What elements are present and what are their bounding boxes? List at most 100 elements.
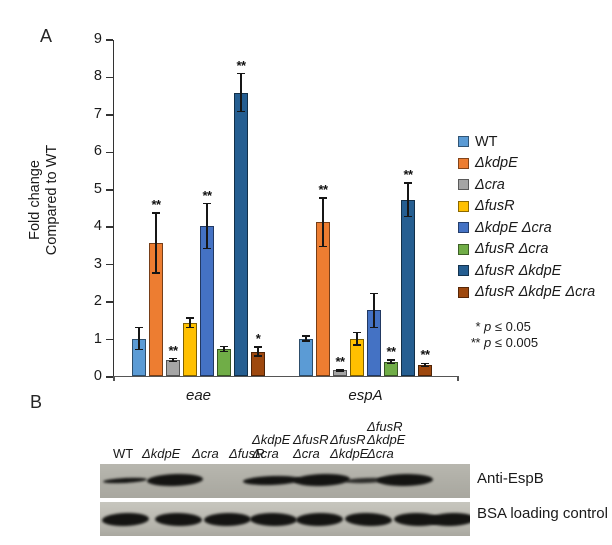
bar-slot: [183, 40, 197, 376]
legend-swatch: [458, 222, 469, 234]
error-bar: [407, 183, 409, 217]
legend-swatch: [458, 136, 469, 148]
legend-item: ΔfusR ΔkdpE: [458, 260, 595, 282]
x-axis-tick: [457, 376, 459, 381]
legend-item: ΔfusR ΔkdpE Δcra: [458, 282, 595, 304]
lane-label-line: ΔfusR: [293, 432, 329, 447]
legend-label: ΔfusR ΔkdpE Δcra: [475, 284, 596, 301]
footnote-text: p ≤ 0.005: [484, 334, 539, 350]
bar-slot: **: [384, 40, 398, 376]
error-bar-cap: [237, 73, 245, 75]
category-label: espA: [348, 387, 383, 404]
error-bar-cap: [302, 335, 310, 337]
lane-label: ΔfusR Δcra: [293, 433, 328, 460]
blot-band: [293, 473, 351, 487]
error-bar: [390, 359, 392, 364]
y-axis-tick-label: 0: [93, 368, 102, 384]
error-bar-cap: [152, 272, 160, 274]
significance-label: **: [335, 353, 345, 369]
legend-label: ΔfusR: [475, 198, 515, 215]
error-bar-cap: [203, 248, 211, 250]
error-bar-cap: [370, 292, 378, 295]
y-axis-tick-label: 2: [93, 293, 102, 310]
significance-label: *: [255, 331, 261, 347]
bar-slot: **: [234, 40, 248, 376]
lane-label: ΔfusR: [229, 445, 265, 461]
bar-slot: **: [149, 40, 163, 376]
error-bar-cap: [319, 197, 327, 199]
error-bar-cap: [220, 350, 228, 352]
lane-label-line: Δcra: [252, 445, 279, 461]
bsa-loading-control-label: BSA loading control: [477, 505, 608, 522]
bar-slot: **: [200, 40, 214, 376]
lane-label-line: ΔkdpE: [142, 445, 181, 461]
legend-label: ΔkdpE Δcra: [475, 219, 552, 236]
error-bar-cap: [203, 203, 211, 205]
lane-label-line: Δcra: [192, 445, 219, 461]
blot-band: [154, 512, 202, 526]
y-axis-tick-label: 8: [93, 68, 102, 85]
error-bar-cap: [319, 246, 327, 248]
error-bar-cap: [387, 362, 395, 365]
bar: [217, 349, 231, 376]
lane-label-line: ΔfusR: [229, 445, 265, 461]
significance-label: **: [151, 197, 161, 213]
significance-label: **: [168, 342, 178, 358]
bar-slot: [132, 40, 146, 376]
y-axis-tick-label: 1: [93, 330, 102, 347]
blot-band: [102, 476, 148, 484]
y-axis-label-line2: Compared to WT: [44, 144, 60, 256]
blot-band: [295, 512, 343, 526]
blot-band: [428, 511, 470, 527]
significance-label: **: [386, 343, 396, 359]
error-bar-cap: [135, 326, 143, 328]
blot-band: [147, 473, 204, 487]
bar-group: ** ** ** ** *: [132, 40, 265, 376]
error-bar-cap: [404, 216, 412, 218]
error-bar: [172, 358, 174, 362]
footnote: * p ≤ 0.05: [458, 319, 538, 335]
y-axis-tick-label: 4: [93, 218, 102, 235]
error-bar-cap: [186, 317, 194, 319]
error-bar: [373, 293, 375, 328]
bar-slot: **: [333, 40, 347, 376]
lane-label: WT: [113, 446, 133, 461]
blot-band: [344, 511, 393, 527]
bar-slot: **: [418, 40, 432, 376]
lane-label-line: ΔkdpE: [330, 445, 369, 461]
legend-item: ΔkdpE Δcra: [458, 217, 595, 239]
error-bar: [223, 346, 225, 352]
bar: [299, 338, 313, 376]
y-axis-tick: [106, 188, 113, 191]
y-axis-tick: [106, 226, 113, 229]
legend-swatch: [458, 179, 469, 191]
lane-label: ΔkdpE Δcra: [252, 433, 290, 460]
error-bar: [206, 203, 208, 249]
error-bar-cap: [169, 358, 177, 360]
y-axis-tick-label: 3: [93, 255, 102, 272]
bar-group: ** ** ** ** **: [299, 40, 432, 376]
error-bar-cap: [353, 331, 361, 333]
y-axis-tick: [106, 151, 113, 154]
lane-label: ΔfusR ΔkdpE Δcra: [367, 419, 405, 461]
y-axis-tick: [106, 338, 113, 341]
y-axis-tick: [106, 76, 113, 79]
legend-label: Δcra: [475, 176, 505, 193]
legend-item: WT: [458, 131, 595, 153]
legend-swatch: [458, 243, 469, 255]
error-bar: [339, 369, 341, 372]
error-bar: [257, 347, 259, 357]
error-bar-cap: [387, 359, 395, 361]
significance-label: **: [202, 187, 212, 203]
category-label: eae: [185, 387, 212, 404]
lane-label-line: ΔfusR: [330, 432, 366, 447]
error-bar: [155, 213, 157, 274]
error-bar: [356, 332, 358, 345]
legend-label: WT: [475, 133, 498, 150]
legend-label: ΔkdpE: [475, 155, 518, 172]
error-bar: [322, 198, 324, 247]
bar-slot: **: [166, 40, 180, 376]
error-bar-cap: [353, 344, 361, 346]
chart-legend: WT ΔkdpE Δcra ΔfusR ΔkdpE Δcra ΔfusR Δcra Δfus…: [458, 131, 595, 303]
